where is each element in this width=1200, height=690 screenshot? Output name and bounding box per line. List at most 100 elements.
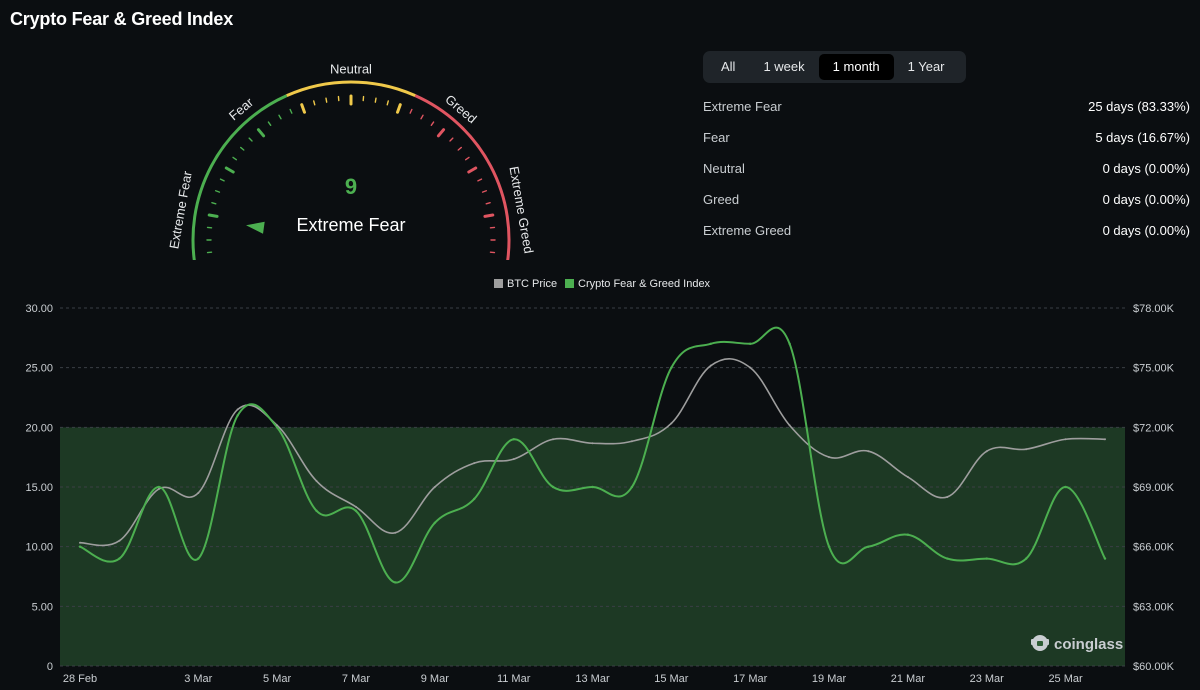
fng-point <box>78 545 82 548</box>
gauge-tick <box>232 156 238 161</box>
btc-point <box>512 458 515 461</box>
btc-point <box>354 505 357 508</box>
y-tick-left: 10.00 <box>25 542 53 554</box>
legend-label-btc: BTC Price <box>507 278 557 290</box>
tab-1-month[interactable]: 1 month <box>818 54 894 80</box>
chart-points <box>78 342 1107 584</box>
gauge-classification: Extreme Fear <box>296 215 405 235</box>
fng-point <box>236 414 239 417</box>
btc-point <box>552 438 555 441</box>
y-tick-left: 5.00 <box>32 601 53 613</box>
fear-greed-gauge: Extreme Fear Fear Neutral Greed Extreme Gree… <box>166 61 536 260</box>
gauge-tick <box>457 146 463 151</box>
stat-value: 5 days (16.67%) <box>1095 130 1190 145</box>
btc-point <box>315 480 318 483</box>
y-axis-left: 0 5.00 10.00 15.00 20.00 25.00 30.00 <box>25 303 53 673</box>
stat-row-neutral: Neutral 0 days (0.00%) <box>703 159 1190 190</box>
gauge-tick <box>300 103 306 114</box>
x-tick-label: 11 Mar <box>497 673 531 685</box>
x-tick-label: 23 Mar <box>970 673 1005 685</box>
fng-point <box>748 342 752 345</box>
fng-point <box>788 342 791 345</box>
fng-point <box>591 485 594 489</box>
tab-1-year[interactable]: 1 Year <box>907 59 945 74</box>
fng-point <box>906 533 910 536</box>
stat-label: Extreme Greed <box>703 223 792 238</box>
chart-legend: BTC Price Crypto Fear & Greed Index <box>494 278 711 290</box>
btc-point <box>946 495 949 498</box>
fng-point <box>985 557 988 560</box>
gauge-label: Neutral <box>330 61 372 76</box>
x-tick-label: 21 Mar <box>891 673 926 685</box>
y-tick-right: $60.00K <box>1133 661 1175 673</box>
x-tick-label: 28 Feb <box>63 673 97 685</box>
x-tick-label: 13 Mar <box>575 673 610 685</box>
btc-point <box>197 491 200 494</box>
btc-point <box>1025 448 1028 451</box>
fng-point <box>551 485 555 489</box>
stat-label: Greed <box>703 192 740 207</box>
gauge-tick <box>396 103 402 114</box>
gauge-arc-neutral <box>286 80 416 98</box>
fng-point <box>1024 557 1028 560</box>
gauge-tick <box>207 213 219 218</box>
y-tick-right: $75.00K <box>1133 363 1175 375</box>
fng-point <box>118 557 121 560</box>
stat-row-greed: Greed 0 days (0.00%) <box>703 190 1190 221</box>
gauge-tick <box>467 166 478 174</box>
fng-point <box>946 557 949 560</box>
gauge-arcs <box>191 80 511 260</box>
fng-point <box>709 342 712 345</box>
fng-point <box>433 521 437 524</box>
gauge-tick <box>477 178 483 182</box>
stat-row-fear: Fear 5 days (16.67%) <box>703 128 1190 159</box>
x-tick-label: 15 Mar <box>654 673 689 685</box>
gauge-tick <box>325 97 328 103</box>
tab-1-week[interactable]: 1 week <box>763 59 805 74</box>
btc-point <box>630 440 633 443</box>
fng-point <box>1103 557 1107 560</box>
fng-point <box>512 438 515 441</box>
fng-point <box>867 545 870 548</box>
btc-point <box>749 366 752 369</box>
gauge-pointer-icon <box>246 221 265 234</box>
x-axis: 28 Feb 3 Mar 5 Mar 7 Mar 9 Mar 11 Mar 13 Mar 15… <box>63 673 1083 685</box>
btc-point <box>79 541 81 544</box>
btc-point <box>236 408 239 411</box>
btc-point <box>867 450 870 453</box>
gauge-tick <box>289 108 293 114</box>
gauge-tick <box>485 202 491 205</box>
gauge-tick <box>449 137 454 142</box>
time-range-tabs: All 1 week 1 month 1 Year <box>703 51 966 83</box>
gauge-ticks <box>206 94 496 254</box>
btc-point <box>157 487 160 490</box>
legend-swatch-btc <box>494 279 503 288</box>
gauge-tick <box>214 190 221 193</box>
stat-label: Neutral <box>703 161 745 176</box>
legend-label-fng: Crypto Fear & Greed Index <box>578 278 711 290</box>
gauge-value: 9 <box>345 174 357 199</box>
y-tick-right: $69.00K <box>1133 482 1175 494</box>
watermark-text: coinglass <box>1054 636 1123 653</box>
btc-point <box>709 364 712 367</box>
y-axis-right: $60.00K $63.00K $66.00K $69.00K $72.00K $75.0… <box>1133 303 1175 673</box>
gauge-tick <box>211 202 217 205</box>
gauge-label: Extreme Greed <box>506 165 536 254</box>
gauge-label: Fear <box>226 94 257 123</box>
stat-label: Extreme Fear <box>703 99 782 114</box>
btc-point <box>788 424 791 427</box>
btc-point <box>394 531 397 534</box>
btc-point <box>670 422 673 425</box>
fng-point <box>197 557 200 560</box>
y-tick-left: 30.00 <box>25 303 53 315</box>
btc-point <box>985 450 988 453</box>
fng-point <box>275 426 279 429</box>
btc-point <box>1104 438 1106 441</box>
gauge-tick <box>239 146 245 151</box>
tab-all[interactable]: All <box>721 59 736 74</box>
fng-point <box>315 509 318 513</box>
gauge-arc-fear <box>191 94 288 260</box>
y-tick-left: 25.00 <box>25 363 53 375</box>
btc-point <box>828 456 831 459</box>
